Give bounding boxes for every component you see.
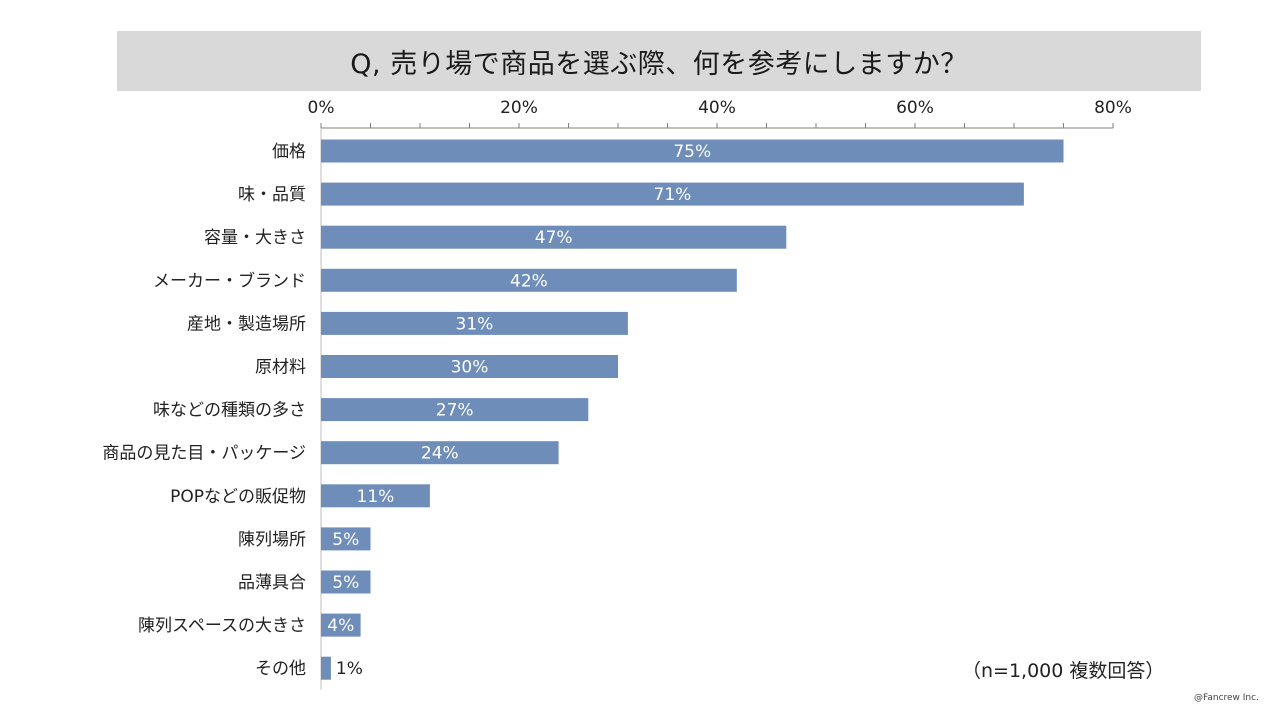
bar-value-label: 11% bbox=[357, 487, 395, 507]
x-tick-label: 80% bbox=[1094, 98, 1132, 118]
category-label: 品薄具合 bbox=[238, 573, 306, 593]
x-tick-label: 40% bbox=[698, 98, 736, 118]
category-label: 商品の見た目・パッケージ bbox=[102, 444, 306, 464]
category-label: メーカー・ブランド bbox=[153, 270, 306, 291]
bar bbox=[321, 570, 371, 594]
bar bbox=[321, 311, 628, 335]
bar-value-label: 24% bbox=[421, 444, 459, 464]
bar-value-label: 5% bbox=[332, 573, 359, 593]
bar bbox=[321, 139, 1064, 163]
chart-title: Q, 売り場で商品を選ぶ際、何を参考にしますか？ bbox=[350, 48, 968, 80]
bar bbox=[321, 527, 371, 551]
bar bbox=[321, 441, 559, 465]
category-label: 産地・製造場所 bbox=[187, 314, 306, 334]
x-tick-label: 20% bbox=[500, 98, 538, 118]
x-tick-label: 0% bbox=[308, 98, 335, 118]
bar bbox=[321, 355, 618, 378]
category-label: 原材料 bbox=[255, 358, 306, 378]
x-tick-label: 60% bbox=[896, 98, 934, 118]
bar-value-label: 1% bbox=[336, 659, 363, 679]
category-label: 味・品質 bbox=[238, 185, 306, 205]
bar-value-label: 47% bbox=[535, 228, 573, 248]
bar bbox=[321, 268, 737, 292]
category-label: 価格 bbox=[272, 142, 306, 162]
bar bbox=[321, 182, 1024, 206]
bar-value-label: 42% bbox=[510, 271, 548, 291]
category-label: 陳列スペースの大きさ bbox=[138, 616, 306, 636]
bar bbox=[321, 225, 787, 249]
category-label: 味などの種類の多さ bbox=[153, 401, 306, 421]
bar-value-label: 5% bbox=[332, 530, 359, 550]
bar-value-label: 75% bbox=[673, 142, 711, 162]
bar bbox=[321, 613, 361, 637]
category-label: 陳列場所 bbox=[238, 530, 306, 550]
chart-title-bar: Q, 売り場で商品を選ぶ際、何を参考にしますか？ bbox=[117, 31, 1201, 91]
bar bbox=[321, 484, 430, 508]
bar-value-label: 4% bbox=[327, 616, 354, 636]
sample-note: （n=1,000 複数回答） bbox=[962, 660, 1165, 682]
copyright-text: @Fancrew Inc. bbox=[1194, 693, 1259, 703]
bar-value-label: 71% bbox=[654, 185, 692, 205]
bar bbox=[321, 656, 331, 680]
bar-value-label: 30% bbox=[451, 358, 489, 378]
category-label: 容量・大きさ bbox=[204, 228, 306, 248]
bar-value-label: 31% bbox=[456, 314, 494, 334]
bar-value-label: 27% bbox=[436, 401, 474, 421]
bar bbox=[321, 398, 589, 422]
category-label: その他 bbox=[255, 659, 306, 679]
category-label: POPなどの販促物 bbox=[170, 487, 306, 507]
